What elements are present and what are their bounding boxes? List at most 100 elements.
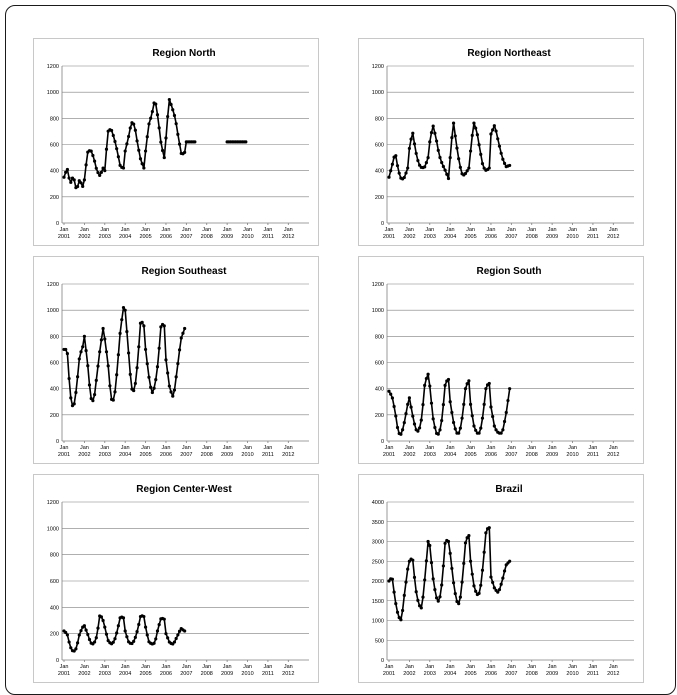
- data-point: [431, 417, 435, 421]
- x-tick-month: Jan: [284, 445, 293, 451]
- x-tick-month: Jan: [507, 664, 516, 670]
- data-point: [400, 608, 405, 613]
- data-point: [407, 559, 411, 563]
- x-tick-month: Jan: [121, 664, 130, 670]
- x-tick-month: Jan: [609, 227, 618, 233]
- data-point: [179, 336, 183, 340]
- x-tick-month: Jan: [446, 445, 455, 451]
- data-point: [394, 154, 398, 158]
- data-point: [104, 147, 109, 151]
- chart-brazil: Brazil 0 500 1000 1500 2000 2500 3000 3500 4000 J…: [359, 475, 634, 677]
- data-point: [462, 561, 466, 566]
- data-point: [135, 630, 139, 634]
- x-tick-month: Jan: [243, 227, 252, 233]
- x-tick-month: Jan: [446, 664, 455, 670]
- data-point: [455, 599, 459, 604]
- y-tick-label: 0: [56, 439, 59, 445]
- panel-region-southeast: Region Southeast 0 200 400 600 800 1000 1200 Ja…: [33, 256, 319, 464]
- data-point: [77, 633, 81, 637]
- data-point: [390, 162, 394, 166]
- data-point: [457, 602, 461, 606]
- chart-region-center-west: Region Center-West 0 200 400 600 800 1000 1200…: [34, 475, 309, 677]
- y-tick-label: 400: [50, 387, 59, 393]
- x-tick-year: 2007: [180, 452, 192, 458]
- data-point: [145, 362, 149, 366]
- x-tick-year: 2010: [566, 452, 578, 458]
- y-tick-label: 1000: [47, 308, 59, 314]
- data-point: [423, 383, 427, 387]
- data-point: [65, 351, 69, 356]
- data-point: [147, 375, 151, 379]
- data-point: [128, 126, 132, 130]
- data-point: [183, 326, 187, 331]
- data-point: [399, 432, 403, 436]
- y-tick-label: 600: [50, 143, 59, 149]
- x-tick-year: 2003: [424, 671, 436, 677]
- data-point: [101, 326, 105, 331]
- x-tick-month: Jan: [60, 664, 69, 670]
- data-point: [467, 379, 471, 383]
- x-tick-year: 2008: [526, 671, 538, 677]
- chart-title: Region North: [152, 48, 215, 59]
- data-point: [465, 169, 469, 173]
- x-tick-month: Jan: [568, 227, 577, 233]
- data-point: [116, 624, 120, 628]
- x-tick-month: Jan: [385, 445, 394, 451]
- data-point: [433, 425, 437, 430]
- data-point: [387, 175, 391, 179]
- data-point: [103, 169, 107, 173]
- data-point: [132, 388, 136, 393]
- data-point: [489, 575, 493, 579]
- data-point: [96, 626, 100, 630]
- data-point: [453, 134, 457, 138]
- data-point: [482, 166, 486, 170]
- data-point: [419, 606, 423, 610]
- data-point: [402, 593, 406, 597]
- data-point: [172, 388, 177, 392]
- data-point: [467, 166, 471, 170]
- data-point: [496, 137, 500, 141]
- x-tick-month: Jan: [466, 227, 475, 233]
- data-point: [176, 633, 180, 637]
- data-point: [106, 364, 110, 368]
- data-point: [174, 122, 178, 126]
- x-tick-year: 2011: [587, 671, 599, 677]
- x-tick-year: 2005: [464, 452, 476, 458]
- data-point: [406, 402, 410, 406]
- data-point: [451, 420, 456, 425]
- data-point: [480, 568, 485, 572]
- data-point: [484, 531, 488, 535]
- data-point: [171, 108, 175, 112]
- data-point: [407, 146, 411, 151]
- x-tick-month: Jan: [162, 664, 171, 670]
- x-tick-month: Jan: [182, 664, 191, 670]
- data-point: [431, 577, 435, 581]
- data-point: [121, 166, 126, 170]
- x-tick-month: Jan: [609, 664, 618, 670]
- data-point: [426, 539, 430, 544]
- data-point: [433, 588, 437, 592]
- data-point: [104, 632, 109, 636]
- data-point: [477, 143, 481, 147]
- x-tick-year: 2002: [78, 234, 90, 240]
- data-point: [448, 155, 452, 160]
- y-tick-label: 1000: [372, 619, 384, 625]
- data-point: [101, 618, 105, 623]
- data-point: [145, 633, 149, 637]
- data-point: [135, 366, 139, 370]
- data-point: [125, 142, 129, 146]
- data-point: [152, 641, 156, 645]
- data-point: [82, 624, 86, 628]
- data-point: [417, 163, 422, 167]
- y-tick-label: 1000: [372, 308, 384, 314]
- x-tick-year: 2011: [262, 452, 274, 458]
- data-point: [450, 566, 454, 571]
- data-point: [443, 383, 447, 387]
- data-point: [75, 375, 80, 379]
- data-point: [472, 584, 476, 588]
- data-point: [458, 165, 462, 169]
- data-point: [443, 168, 447, 172]
- data-point: [460, 416, 464, 420]
- data-point: [482, 402, 486, 406]
- data-point: [438, 428, 442, 432]
